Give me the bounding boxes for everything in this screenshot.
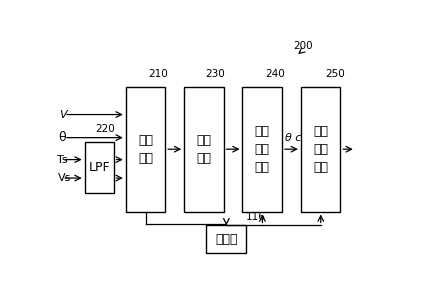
Text: 230: 230	[206, 69, 225, 79]
Text: 250: 250	[325, 69, 345, 79]
Text: 220: 220	[95, 124, 115, 134]
Text: V: V	[59, 110, 66, 119]
Text: θ: θ	[58, 131, 66, 144]
Text: Vs: Vs	[58, 173, 71, 183]
Text: 直行
判定: 直行 判定	[138, 134, 153, 165]
Text: 210: 210	[148, 69, 168, 79]
Text: 权重
判定: 权重 判定	[196, 134, 211, 165]
Bar	[184, 87, 224, 212]
Bar	[206, 225, 246, 253]
Text: 116: 116	[246, 212, 266, 222]
Bar	[242, 87, 282, 212]
Bar	[85, 142, 114, 193]
Text: Ts: Ts	[58, 154, 68, 165]
Text: 200: 200	[293, 40, 312, 51]
Text: 存储器: 存储器	[215, 233, 237, 246]
Text: LPF: LPF	[88, 161, 110, 174]
Bar	[301, 87, 340, 212]
Text: 240: 240	[265, 69, 284, 79]
Text: 校正
舵角
运算: 校正 舵角 运算	[255, 125, 270, 174]
Text: 中立
位置
设定: 中立 位置 设定	[313, 125, 328, 174]
Text: θ c: θ c	[285, 134, 301, 143]
Bar	[126, 87, 165, 212]
